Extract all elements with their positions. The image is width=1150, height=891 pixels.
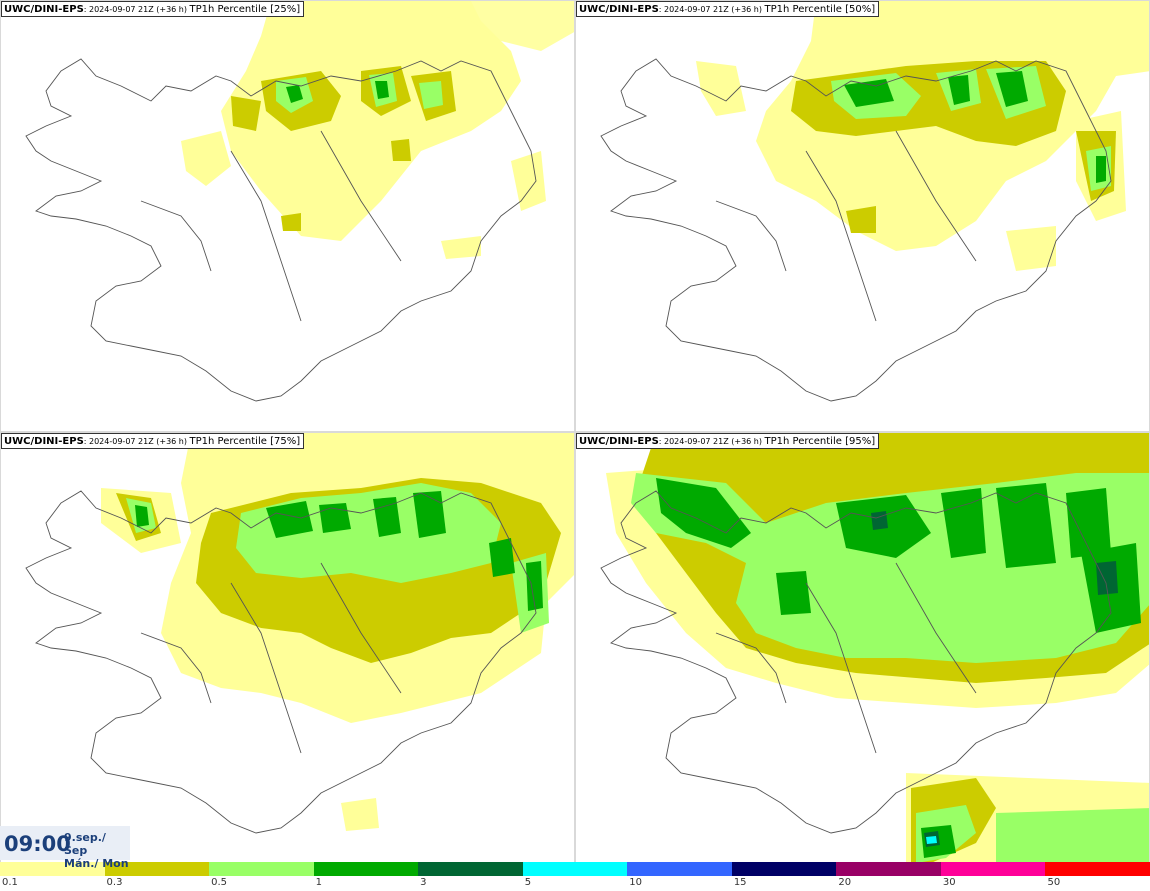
precip-map bbox=[25, 1, 574, 402]
field-label: TP1h Percentile [50%] bbox=[764, 4, 876, 15]
valid-date: 9.sep./ Sep Mán./ Mon bbox=[64, 831, 130, 870]
run-label: : 2024-09-07 21Z (+36 h) bbox=[83, 437, 190, 446]
valid-date-line1: 9.sep./ Sep bbox=[64, 831, 106, 857]
legend-segment bbox=[313, 862, 419, 876]
legend-tick-label: 1 bbox=[315, 877, 322, 888]
precip-map bbox=[600, 433, 1149, 863]
valid-time: 09:00 bbox=[4, 832, 71, 856]
legend-segment bbox=[104, 862, 210, 876]
model-name: UWC/DINI-EPS bbox=[4, 436, 84, 447]
legend-segment bbox=[418, 862, 523, 876]
legend-tick-label: 50 bbox=[1047, 877, 1061, 888]
panel-title: UWC/DINI-EPS: 2024-09-07 21Z (+36 h) TP1… bbox=[1, 433, 305, 449]
legend-tick-label: 0.3 bbox=[106, 877, 123, 888]
field-label: TP1h Percentile [25%] bbox=[189, 4, 301, 15]
iceland-coastline bbox=[25, 58, 537, 402]
run-label: : 2024-09-07 21Z (+36 h) bbox=[658, 437, 765, 446]
legend-tick-label: 30 bbox=[942, 877, 956, 888]
legend-tick-label: 15 bbox=[733, 877, 747, 888]
field-label: TP1h Percentile [75%] bbox=[189, 436, 301, 447]
model-name: UWC/DINI-EPS bbox=[4, 4, 84, 15]
legend-tick-label: 10 bbox=[629, 877, 642, 888]
iceland-coastline bbox=[600, 490, 1112, 834]
valid-time-box: 09:00 9.sep./ Sep Mán./ Mon bbox=[0, 826, 130, 870]
legend-tick-label: 0.1 bbox=[2, 877, 18, 888]
precip-contours bbox=[101, 433, 574, 831]
precip-contours bbox=[606, 433, 1149, 863]
panel-title: UWC/DINI-EPS: 2024-09-07 21Z (+36 h) TP1… bbox=[1, 1, 305, 17]
map-panel-95: UWC/DINI-EPS: 2024-09-07 21Z (+36 h) TP1… bbox=[575, 432, 1150, 864]
run-label: : 2024-09-07 21Z (+36 h) bbox=[83, 5, 190, 14]
precip-map bbox=[600, 1, 1149, 402]
legend-segment bbox=[1045, 862, 1150, 876]
legend-color-bar bbox=[0, 862, 1150, 876]
legend-tick-label: 20 bbox=[838, 877, 852, 888]
valid-date-line2: Mán./ Mon bbox=[64, 857, 129, 870]
color-legend: 0.1 0.3 0.5 1 3 5 10 15 20 30 50 bbox=[0, 862, 1150, 891]
legend-segment bbox=[627, 862, 732, 876]
legend-segment bbox=[940, 862, 1046, 876]
legend-segment bbox=[731, 862, 837, 876]
legend-tick-label: 3 bbox=[420, 877, 427, 888]
legend-segment bbox=[836, 862, 941, 876]
legend-segment bbox=[522, 862, 628, 876]
iceland-coastline bbox=[600, 58, 1112, 402]
panel-title: UWC/DINI-EPS: 2024-09-07 21Z (+36 h) TP1… bbox=[576, 1, 880, 17]
precip-contours bbox=[696, 1, 1149, 271]
panel-title: UWC/DINI-EPS: 2024-09-07 21Z (+36 h) TP1… bbox=[576, 433, 880, 449]
precip-contours bbox=[181, 1, 574, 259]
legend-tick-label: 5 bbox=[524, 877, 532, 888]
legend-segment bbox=[0, 862, 105, 876]
precip-map bbox=[25, 433, 574, 834]
model-name: UWC/DINI-EPS bbox=[579, 4, 659, 15]
legend-segment bbox=[209, 862, 314, 876]
map-panel-25: UWC/DINI-EPS: 2024-09-07 21Z (+36 h) TP1… bbox=[0, 0, 575, 432]
run-label: : 2024-09-07 21Z (+36 h) bbox=[658, 5, 765, 14]
map-panel-50: UWC/DINI-EPS: 2024-09-07 21Z (+36 h) TP1… bbox=[575, 0, 1150, 432]
field-label: TP1h Percentile [95%] bbox=[764, 436, 876, 447]
legend-tick-label: 0.5 bbox=[211, 877, 227, 888]
iceland-coastline bbox=[25, 490, 537, 834]
map-panel-75: UWC/DINI-EPS: 2024-09-07 21Z (+36 h) TP1… bbox=[0, 432, 575, 864]
model-name: UWC/DINI-EPS bbox=[579, 436, 659, 447]
